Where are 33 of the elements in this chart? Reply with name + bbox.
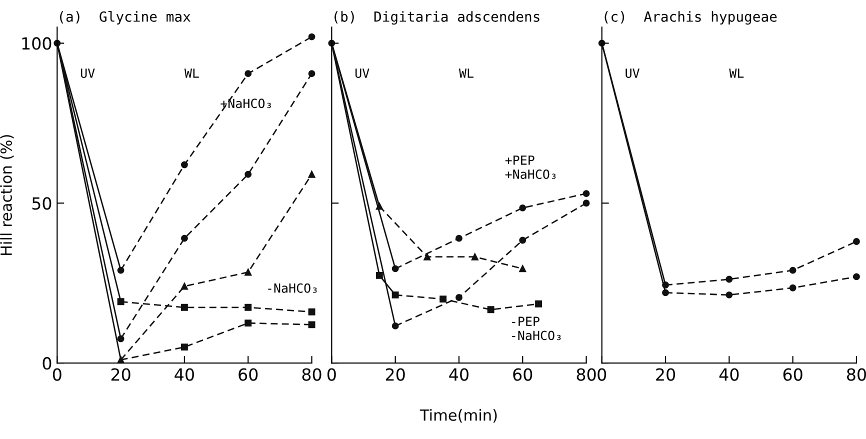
annotation: WL	[458, 68, 474, 78]
x-tick-label: 40	[174, 368, 194, 381]
y-tick-label: 50	[32, 197, 52, 210]
y-tick-label: 0	[42, 357, 52, 370]
x-axis-title: Time(min)	[420, 409, 497, 423]
x-tick-label: 20	[111, 368, 130, 381]
annotation: WL	[729, 68, 744, 78]
annotation: UV	[80, 68, 95, 78]
x-tick-label: 0	[52, 368, 62, 381]
chart-title: (a) Glycine max	[60, 11, 190, 25]
x-tick-label: 80	[576, 368, 596, 381]
x-tick-label: 80	[302, 368, 322, 381]
x-tick-label: 60	[513, 368, 532, 381]
annotation: -NaHCO₃	[268, 283, 317, 293]
annotation: UV	[355, 68, 370, 78]
x-tick-label: 0	[598, 368, 606, 381]
x-tick-label: 80	[847, 368, 866, 381]
x-tick-label: 60	[238, 368, 258, 381]
y-axis-title: Hill reaction (%)	[0, 135, 14, 256]
chart-title: (c) Arachis hypugeae	[604, 11, 777, 25]
annotation: -PEP -NaHCO₃	[512, 316, 561, 340]
x-tick-label: 20	[386, 368, 405, 381]
x-tick-label: 40	[449, 368, 468, 381]
x-tick-label: 40	[719, 368, 739, 381]
annotation: +PEP +NaHCO₃	[505, 156, 556, 179]
x-tick-label: 20	[656, 368, 676, 381]
annotation: WL	[184, 68, 199, 78]
x-tick-label: 60	[783, 368, 802, 381]
annotation: UV	[626, 68, 640, 78]
y-tick-label: 100	[22, 37, 52, 50]
annotation: +NaHCO₃	[220, 98, 271, 108]
chart-title: (b) Digitaria adscendens	[334, 11, 540, 25]
x-tick-label: 0	[327, 368, 336, 381]
